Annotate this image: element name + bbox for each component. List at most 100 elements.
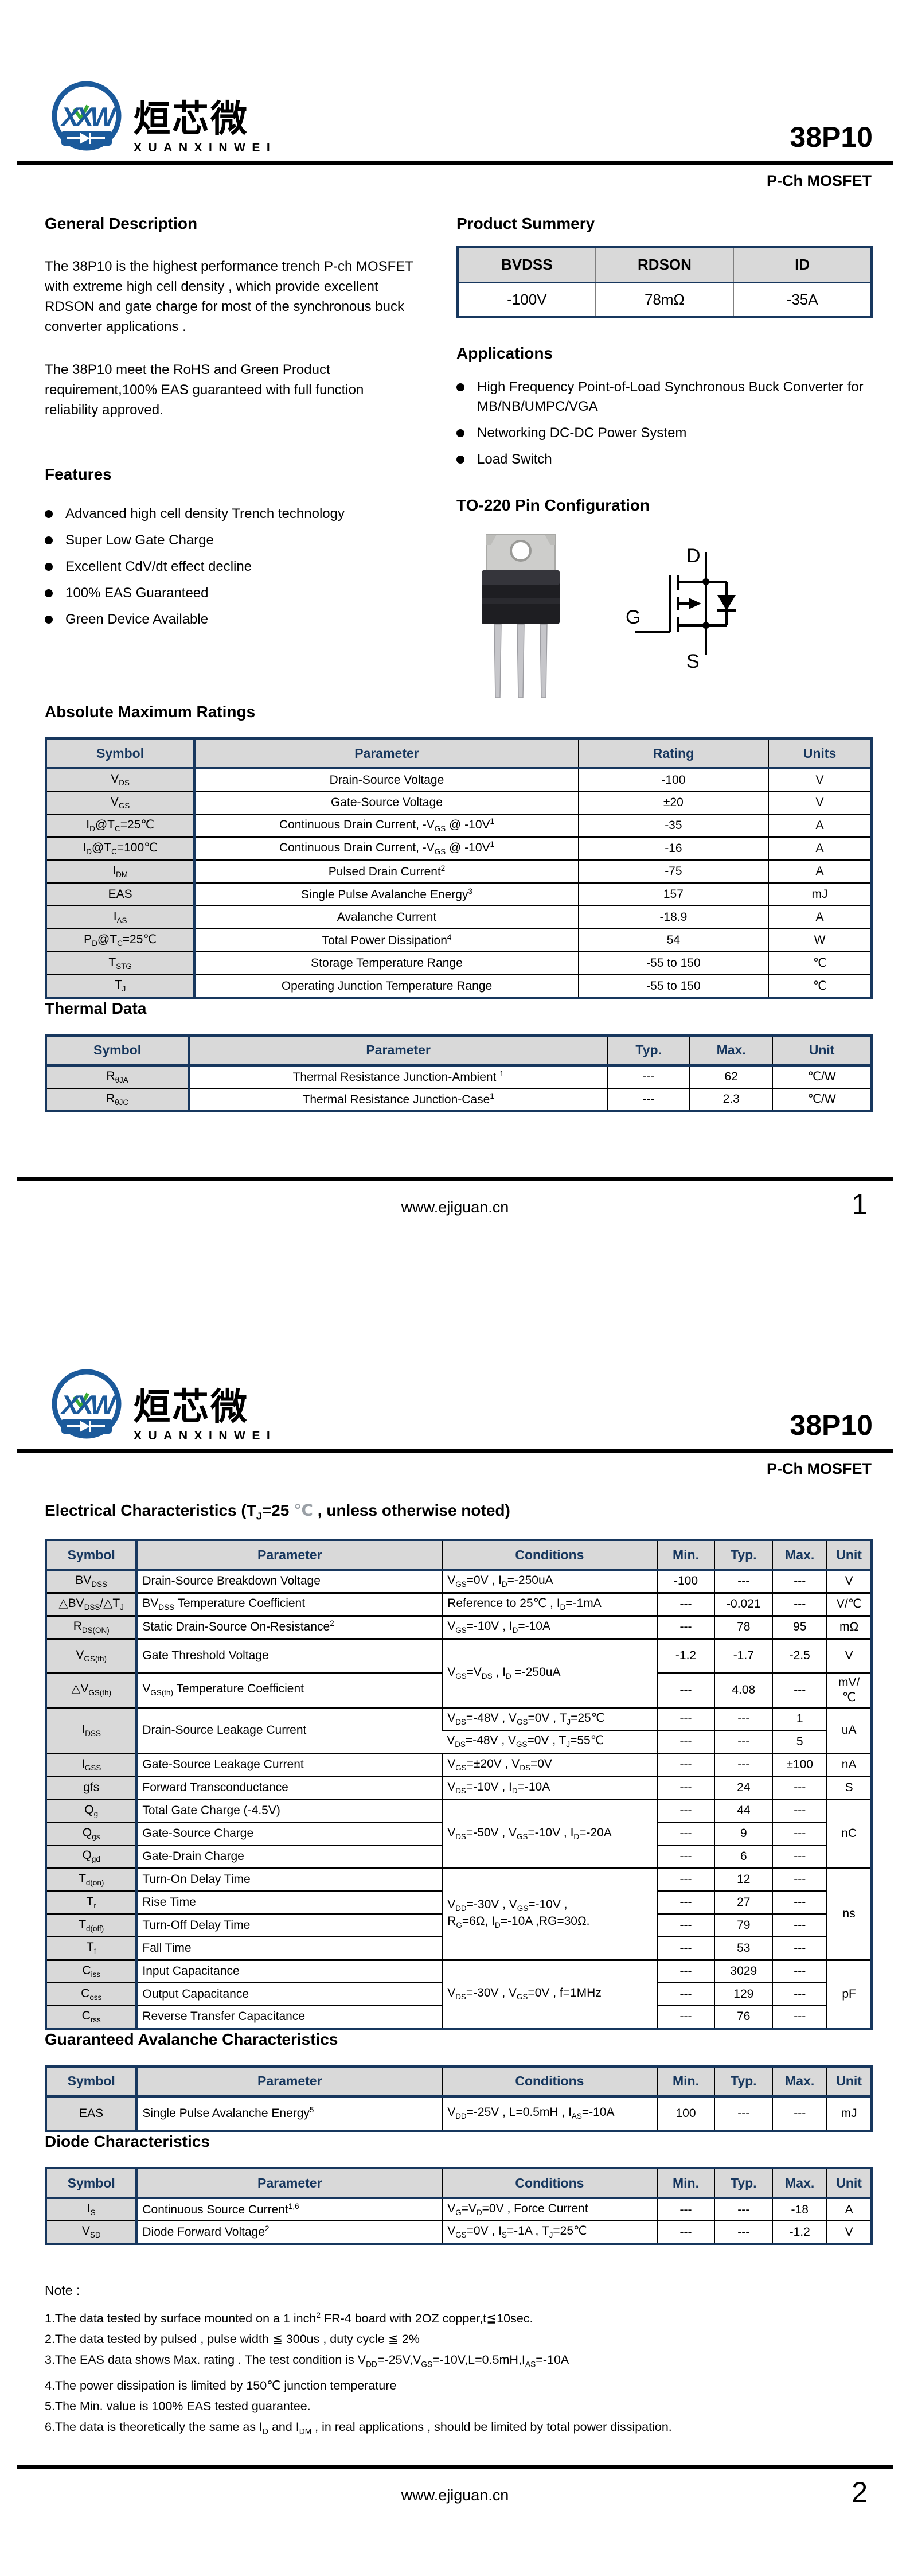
table-row: △BVDSS/△TJ BVDSS Temperature Coefficient… bbox=[46, 1591, 872, 1616]
col-header: Max. bbox=[772, 2066, 827, 2098]
col-header: Typ. bbox=[607, 1035, 690, 1067]
product-summary-table: BVDSS RDSON ID -100V 78mΩ -35A bbox=[456, 246, 873, 318]
table-row: RθJA Thermal Resistance Junction-Ambient … bbox=[46, 1064, 872, 1088]
table-cell: 53 bbox=[714, 1936, 773, 1960]
table-cell: 157 bbox=[577, 882, 768, 906]
table-cell: Output Capacitance bbox=[136, 1982, 443, 2006]
table-cell: 100 bbox=[656, 2095, 715, 2131]
header-rule bbox=[17, 161, 893, 165]
table-cell: --- bbox=[656, 1913, 715, 1937]
table-cell: Total Gate Charge (-4.5V) bbox=[136, 1798, 443, 1823]
table-row: Qg Total Gate Charge (-4.5V) VDS=-50V , … bbox=[46, 1798, 872, 1869]
page-header: XXW 烜芯微 XUANXINWEI 38P10 bbox=[49, 0, 890, 155]
table-cell: -55 to 150 bbox=[577, 974, 768, 998]
table-cell: nC bbox=[826, 1798, 872, 1869]
bullet-icon bbox=[45, 616, 53, 624]
col-header: Typ. bbox=[714, 2066, 773, 2098]
table-cell: 76 bbox=[714, 2005, 773, 2029]
feature-text: Super Low Gate Charge bbox=[65, 532, 214, 548]
table-row: RDS(ON) Static Drain-Source On-Resistanc… bbox=[46, 1614, 872, 1639]
table-cell: A bbox=[826, 2197, 872, 2221]
table-row: IDM Pulsed Drain Current2 -75 A bbox=[46, 859, 872, 884]
table-cell: --- bbox=[714, 2220, 773, 2244]
table-cell: VGS=0V , ID=-250uA bbox=[442, 1569, 657, 1593]
note-item: 4.The power dissipation is limited by 15… bbox=[45, 2378, 397, 2392]
brand-logo-icon: XXW bbox=[52, 1369, 122, 1439]
col-header: Max. bbox=[772, 2168, 827, 2200]
table-cell: Drain-Source Voltage bbox=[194, 768, 579, 792]
features-list: Advanced high cell density Trench techno… bbox=[45, 504, 419, 629]
symbol-cell: RθJC bbox=[46, 1087, 190, 1111]
table-cell: --- bbox=[772, 1845, 827, 1869]
table-row: Crss Reverse Transfer Capacitance --- 76… bbox=[46, 2005, 872, 2029]
general-description-title: General Description bbox=[45, 215, 198, 232]
table-cell: --- bbox=[656, 1867, 715, 1892]
col-header: Parameter bbox=[194, 738, 579, 770]
logo-monogram: XXW bbox=[59, 1390, 118, 1420]
table-cell: --- bbox=[772, 1890, 827, 1915]
table-row: EAS Single Pulse Avalanche Energy3 157 mJ bbox=[46, 882, 872, 906]
symbol-cell: Qgd bbox=[46, 1845, 138, 1869]
table-cell: --- bbox=[656, 2005, 715, 2029]
two-column-area: General Description The 38P10 is the hig… bbox=[45, 214, 873, 702]
symbol-cell: TSTG bbox=[46, 951, 196, 975]
table-cell: --- bbox=[656, 1614, 715, 1639]
table-cell: VDS=-30V , VGS=0V , f=1MHz bbox=[442, 1959, 657, 2029]
symbol-cell: Tr bbox=[46, 1890, 138, 1915]
col-header: BVDSS bbox=[458, 247, 596, 284]
table-cell: --- bbox=[656, 1822, 715, 1846]
table-cell: A bbox=[767, 905, 872, 929]
col-header: RDSON bbox=[595, 247, 734, 284]
symbol-cell: △VGS(th) bbox=[46, 1672, 138, 1708]
table-cell: --- bbox=[607, 1064, 690, 1088]
symbol-cell: Td(on) bbox=[46, 1867, 138, 1892]
table-row: Qgd Gate-Drain Charge --- 6 --- bbox=[46, 1845, 872, 1869]
col-header: Conditions bbox=[442, 1540, 657, 1571]
table-cell: -1.2 bbox=[656, 1637, 715, 1674]
table-cell: ±20 bbox=[577, 791, 768, 815]
table-cell: Diode Forward Voltage2 bbox=[136, 2220, 443, 2244]
description-paragraph-2: The 38P10 meet the RoHS and Green Produc… bbox=[45, 361, 364, 418]
table-row: PD@TC=25℃ Total Power Dissipation4 54 W bbox=[46, 928, 872, 952]
footer-website: www.ejiguan.cn bbox=[401, 2486, 509, 2504]
table-row: RθJC Thermal Resistance Junction-Case1 ---… bbox=[46, 1087, 872, 1111]
table-cell: --- bbox=[772, 2005, 827, 2029]
table-cell: V bbox=[767, 768, 872, 792]
table-cell: V bbox=[826, 1569, 872, 1593]
table-cell: 9 bbox=[714, 1822, 773, 1846]
table-cell: 54 bbox=[577, 928, 768, 952]
table-cell: -2.5 bbox=[772, 1637, 827, 1674]
table-cell: --- bbox=[656, 1752, 715, 1777]
table-row: TJ Operating Junction Temperature Range -5… bbox=[46, 974, 872, 998]
table-cell: nA bbox=[826, 1752, 872, 1777]
table-cell: A bbox=[767, 859, 872, 884]
table-cell: Turn-On Delay Time bbox=[136, 1867, 443, 1892]
table-cell: --- bbox=[772, 1775, 827, 1800]
table-cell: Continuous Drain Current, -VGS @ -10V1 bbox=[194, 836, 579, 861]
product-summary-title: Product Summery bbox=[456, 215, 595, 232]
brand-logo: XXW 烜芯微 XUANXINWEI bbox=[49, 1367, 276, 1443]
table-cell: mJ bbox=[826, 2095, 872, 2131]
table-cell: Single Pulse Avalanche Energy5 bbox=[136, 2095, 443, 2131]
table-cell: S bbox=[826, 1775, 872, 1800]
symbol-cell: ID@TC=100℃ bbox=[46, 836, 196, 861]
table-cell: --- bbox=[714, 2197, 773, 2221]
device-type: P-Ch MOSFET bbox=[767, 172, 872, 189]
table-cell: 44 bbox=[714, 1798, 773, 1823]
symbol-cell: PD@TC=25℃ bbox=[46, 928, 196, 952]
page-1: XXW 烜芯微 XUANXINWEI 38P10 P-Ch MOSFET Gen… bbox=[17, 0, 893, 1220]
table-cell: Storage Temperature Range bbox=[194, 951, 579, 975]
col-header: Typ. bbox=[714, 2168, 773, 2200]
table-row: IAS Avalanche Current -18.9 A bbox=[46, 905, 872, 929]
table-cell: --- bbox=[772, 1822, 827, 1846]
col-header: Symbol bbox=[46, 1035, 190, 1067]
note-item: 6.The data is theoretically the same as … bbox=[45, 2419, 672, 2436]
symbol-cell: EAS bbox=[46, 882, 196, 906]
table-cell: Single Pulse Avalanche Energy3 bbox=[194, 882, 579, 906]
table-cell: Gate-Source Charge bbox=[136, 1822, 443, 1846]
table-cell: Drain-Source Breakdown Voltage bbox=[136, 1569, 443, 1593]
table-cell: Operating Junction Temperature Range bbox=[194, 974, 579, 998]
table-row: Coss Output Capacitance --- 129 --- bbox=[46, 1982, 872, 2006]
page-footer: www.ejiguan.cn 2 bbox=[0, 2465, 910, 2551]
table-cell: --- bbox=[656, 1890, 715, 1915]
